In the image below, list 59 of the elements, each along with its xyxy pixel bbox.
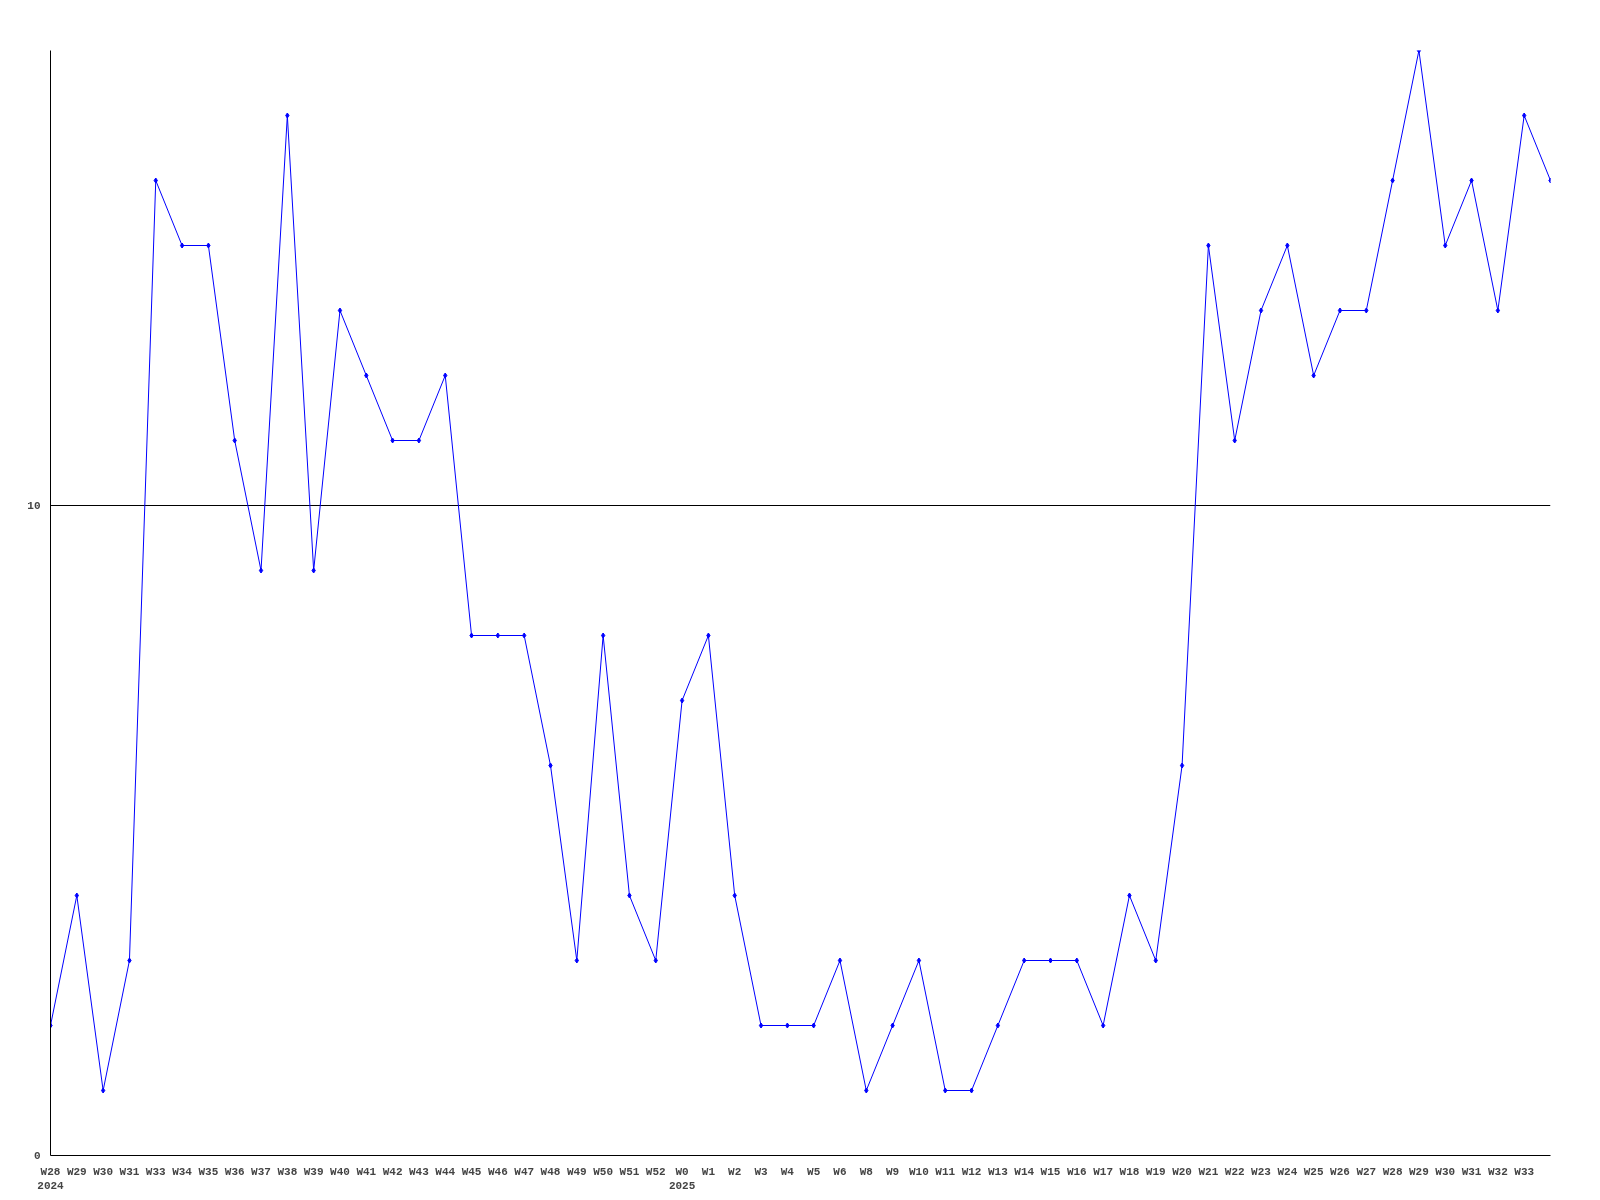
x-tick-label: W36 <box>224 1165 245 1178</box>
x-tick-label: W19 <box>1145 1165 1166 1178</box>
x-tick-label: W1 <box>701 1165 716 1178</box>
x-tick-label: W24 <box>1277 1165 1298 1178</box>
y-tick-label: 0 <box>33 1150 41 1162</box>
x-tick-label: W17 <box>1093 1165 1114 1178</box>
x-tick-label: W33 <box>145 1165 167 1178</box>
x-tick-label: W29 <box>1409 1165 1429 1178</box>
x-tick-label: W50 <box>593 1165 614 1178</box>
x-tick-label: W45 <box>461 1165 482 1178</box>
x-tick-label: W6 <box>833 1165 847 1178</box>
x-tick-label: W20 <box>1172 1165 1192 1178</box>
x-tick-label: W33 <box>1514 1165 1535 1178</box>
x-tick-label: W37 <box>251 1165 271 1178</box>
y-tick-label: 10 <box>27 500 41 512</box>
x-tick-label: W14 <box>1014 1165 1035 1178</box>
x-tick-label: W31 <box>1461 1165 1482 1178</box>
x-tick-label: W28 2024 <box>37 1165 65 1192</box>
x-tick-label: W8 <box>859 1165 874 1178</box>
x-tick-label: W22 <box>1224 1165 1245 1178</box>
x-tick-label: W27 <box>1356 1165 1377 1178</box>
x-tick-label: W0 2025 <box>668 1165 696 1192</box>
x-tick-label: W28 <box>1382 1165 1403 1178</box>
x-tick-label: W13 <box>987 1165 1009 1178</box>
x-tick-label: W10 <box>909 1165 929 1178</box>
x-tick-label: W5 <box>807 1165 821 1178</box>
x-tick-label: W34 <box>172 1165 193 1178</box>
x-tick-label: W30 <box>1435 1165 1456 1178</box>
x-tick-label: W9 <box>886 1165 900 1178</box>
x-tick-label: W4 <box>780 1165 795 1178</box>
x-tick-label: W31 <box>119 1165 140 1178</box>
x-tick-label: W49 <box>566 1165 587 1178</box>
x-tick-label: W3 <box>754 1165 769 1178</box>
x-tick-label: W12 <box>961 1165 982 1178</box>
x-tick-label: W21 <box>1198 1165 1219 1178</box>
x-tick-label: W26 <box>1330 1165 1350 1178</box>
x-tick-label: W42 <box>382 1165 403 1178</box>
x-tick-label: W35 <box>198 1165 219 1178</box>
x-tick-label: W51 <box>619 1165 640 1178</box>
x-tick-label: W2 <box>728 1165 742 1178</box>
x-tick-label: W23 <box>1251 1165 1272 1178</box>
x-tick-label: W18 <box>1119 1165 1140 1178</box>
x-tick-label: W25 <box>1303 1165 1324 1178</box>
x-tick-label: W46 <box>487 1165 508 1178</box>
x-tick-label: W15 <box>1040 1165 1061 1178</box>
x-tick-label: W38 <box>277 1165 298 1178</box>
x-tick-label: W47 <box>514 1165 535 1178</box>
x-tick-label: W40 <box>330 1165 350 1178</box>
x-tick-label: W16 <box>1066 1165 1087 1178</box>
x-tick-label: W43 <box>409 1165 430 1178</box>
x-tick-label: W48 <box>540 1165 561 1178</box>
x-tick-label: W30 <box>93 1165 114 1178</box>
x-tick-label: W44 <box>435 1165 456 1178</box>
x-tick-label: W29 <box>66 1165 87 1178</box>
x-tick-label: W41 <box>356 1165 377 1178</box>
x-tick-label: W52 <box>645 1165 666 1178</box>
x-tick-label: W39 <box>303 1165 324 1178</box>
x-tick-label: W11 <box>935 1165 956 1178</box>
x-tick-label: W32 <box>1487 1165 1508 1178</box>
